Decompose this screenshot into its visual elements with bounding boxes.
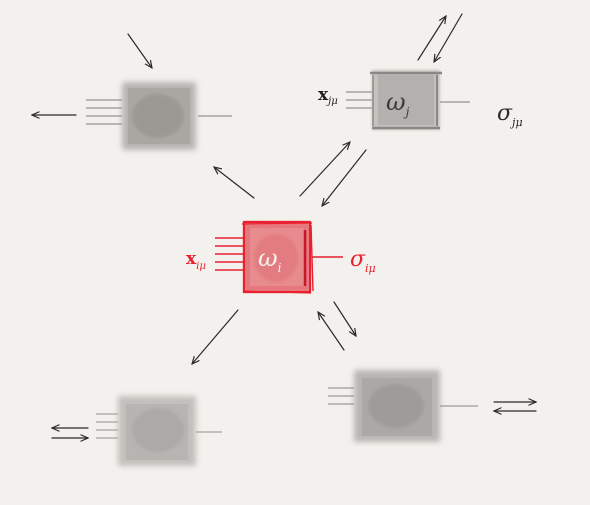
node-top-right: ωj xjμ σjμ xyxy=(318,70,523,130)
node-top-right-label: ωj xyxy=(386,88,410,119)
arrow-top-left-in xyxy=(127,33,152,68)
node-bottom-right-inputs xyxy=(328,387,354,405)
node-bottom-right xyxy=(328,370,478,442)
node-center-box xyxy=(241,220,314,294)
node-center-input-label: xiμ xyxy=(186,249,206,272)
arrow-bottom-right-to-center xyxy=(318,312,345,351)
arrow-center-to-top-right xyxy=(299,142,350,197)
node-center: ωi xiμ σiμ xyxy=(186,220,376,294)
arrow-top-right-up xyxy=(417,16,446,61)
node-top-right-box xyxy=(370,70,442,130)
node-top-right-input-label: xjμ xyxy=(318,85,338,107)
arrow-center-to-bottom-left xyxy=(192,309,239,364)
arrow-top-right-to-center xyxy=(322,149,367,206)
arrows xyxy=(32,13,536,438)
node-bottom-left-box xyxy=(118,396,196,466)
node-center-label: ωi xyxy=(258,244,282,275)
node-center-output-label: σiμ xyxy=(350,247,376,275)
arrow-center-to-top-left xyxy=(214,167,255,199)
arrow-center-to-bottom-right xyxy=(333,301,356,336)
node-bottom-left xyxy=(96,396,222,466)
node-top-left-box xyxy=(120,82,198,150)
node-top-left xyxy=(86,82,232,150)
node-bottom-left-inputs xyxy=(96,413,118,439)
node-top-right-output-label: σjμ xyxy=(497,101,523,129)
node-top-left-inputs xyxy=(86,99,122,125)
node-center-inputs xyxy=(215,237,244,271)
node-bottom-right-box xyxy=(354,370,440,442)
node-top-right-inputs xyxy=(346,91,372,109)
arrow-top-right-down xyxy=(434,13,463,62)
